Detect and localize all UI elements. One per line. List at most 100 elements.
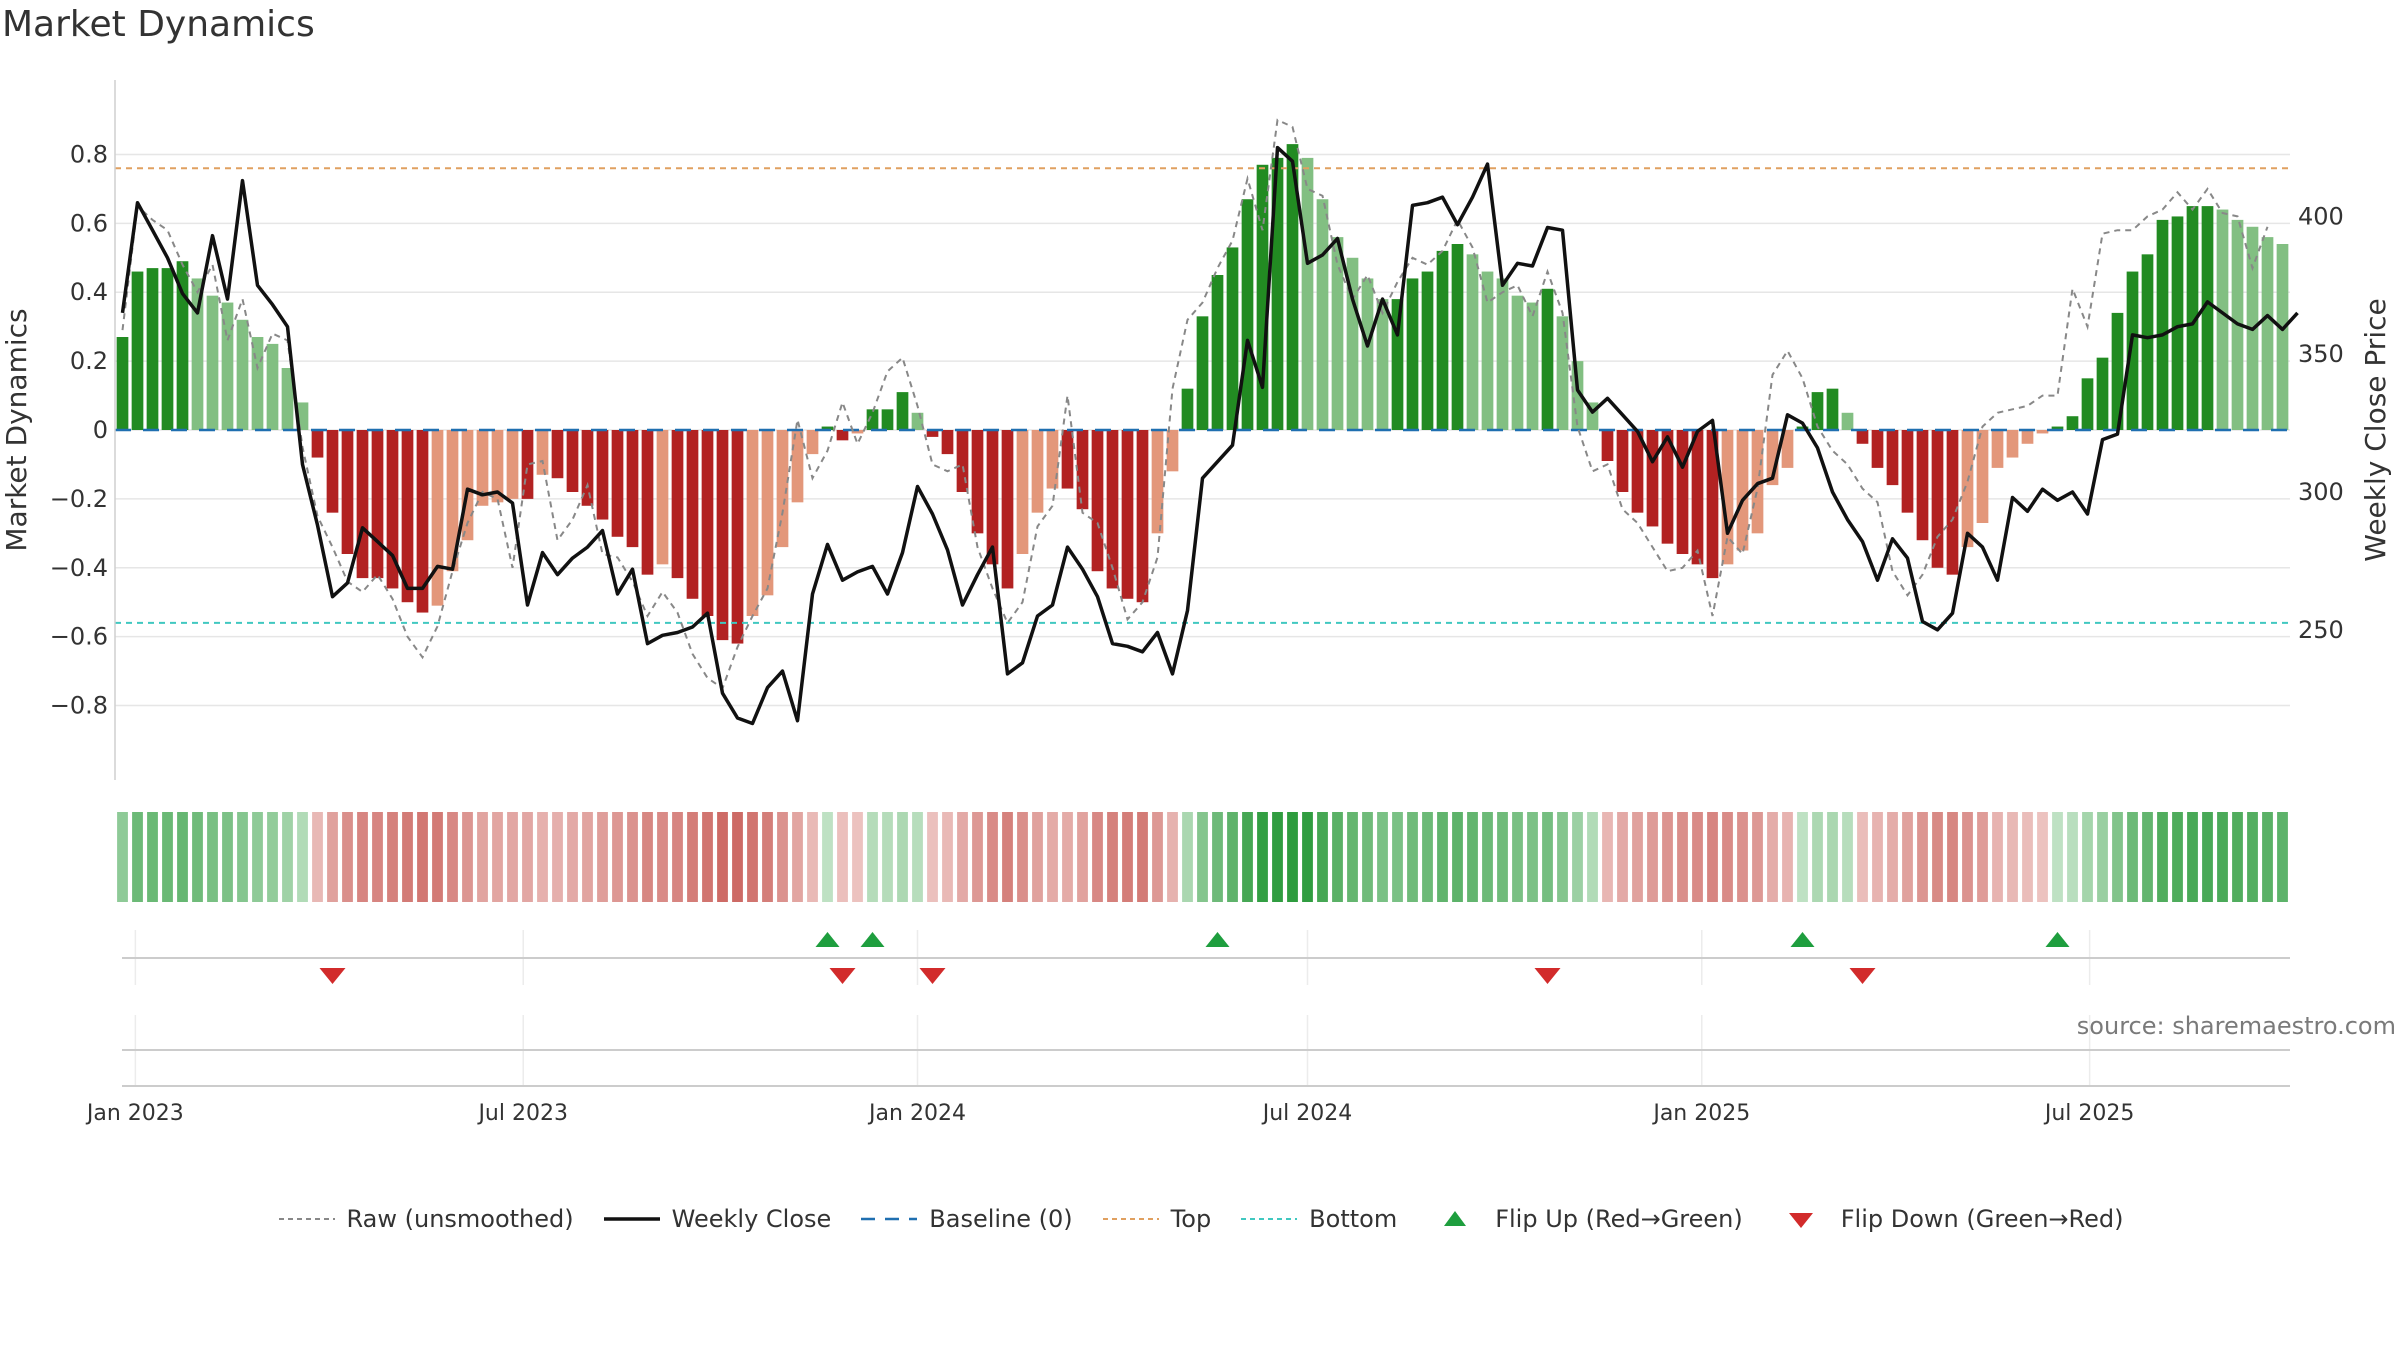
momentum-bar — [2261, 237, 2274, 430]
momentum-bar — [971, 430, 984, 534]
momentum-bar — [1046, 430, 1059, 489]
strip-cell — [1272, 812, 1283, 902]
momentum-bar — [1646, 430, 1659, 527]
momentum-bar — [371, 430, 384, 579]
momentum-bar — [446, 430, 459, 572]
bars-layer — [116, 144, 2289, 644]
strip-cell — [1017, 812, 1028, 902]
momentum-bar — [1466, 254, 1479, 430]
strip-cell — [327, 812, 338, 902]
legend-swatch — [1102, 1218, 1159, 1220]
momentum-bar — [1511, 295, 1524, 430]
strip-cell — [1602, 812, 1613, 902]
momentum-bar — [2051, 426, 2064, 430]
strip-cell — [1167, 812, 1178, 902]
momentum-bar — [1571, 361, 1584, 430]
momentum-bar — [701, 430, 714, 616]
strip-cell — [1962, 812, 1973, 902]
strip-cell — [1617, 812, 1628, 902]
momentum-bar — [1781, 430, 1794, 468]
momentum-bar — [1526, 302, 1539, 430]
momentum-bar — [1826, 388, 1839, 430]
momentum-bar — [2096, 357, 2109, 430]
momentum-bar — [1121, 430, 1134, 599]
momentum-bar — [521, 430, 534, 499]
strip-cell — [1542, 812, 1553, 902]
momentum-bar — [776, 430, 789, 548]
y-axis-label: Market Dynamics — [0, 308, 33, 551]
strip-cell — [1782, 812, 1793, 902]
momentum-bar — [1796, 426, 1809, 430]
strip-cell — [927, 812, 938, 902]
strip-cell — [2127, 812, 2138, 902]
source-label: source: sharemaestro.com — [2076, 1012, 2396, 1040]
strip-cell — [1377, 812, 1388, 902]
strip-cell — [852, 812, 863, 902]
flip-up-marker — [860, 932, 885, 947]
momentum-bar — [581, 430, 594, 506]
y-tick-label: −0.4 — [50, 554, 108, 582]
strip-cell — [1047, 812, 1058, 902]
strip-cell — [882, 812, 893, 902]
strip-cell — [147, 812, 158, 902]
momentum-bar — [746, 430, 759, 616]
momentum-bar — [1541, 288, 1554, 430]
momentum-bar — [2126, 271, 2139, 430]
strip-cell — [1947, 812, 1958, 902]
strip-cell — [2067, 812, 2078, 902]
strip-cell — [2187, 812, 2198, 902]
strip-cell — [477, 812, 488, 902]
strip-cell — [1797, 812, 1808, 902]
strip-cell — [1527, 812, 1538, 902]
strip-cell — [2277, 812, 2288, 902]
strip-cell — [1212, 812, 1223, 902]
strip-cell — [1857, 812, 1868, 902]
strip-cell — [2217, 812, 2228, 902]
strip-cell — [1107, 812, 1118, 902]
strip-cell — [2097, 812, 2108, 902]
strip-cell — [627, 812, 638, 902]
strip-cell — [987, 812, 998, 902]
momentum-bar — [1301, 157, 1314, 430]
strip-cell — [807, 812, 818, 902]
legend-item: Bottom — [1239, 1205, 1397, 1233]
strip-cell — [1917, 812, 1928, 902]
momentum-bar — [2201, 206, 2214, 430]
flip-down-marker — [1849, 968, 1876, 984]
momentum-bar — [461, 430, 474, 541]
momentum-bar — [1166, 430, 1179, 472]
momentum-bar — [956, 430, 969, 492]
strip-cell — [1287, 812, 1298, 902]
strip-cell — [912, 812, 923, 902]
momentum-bar — [2066, 416, 2079, 430]
momentum-bar — [1871, 430, 1884, 468]
y2-tick-label: 400 — [2298, 202, 2344, 230]
strip-cell — [702, 812, 713, 902]
momentum-bar — [2276, 244, 2289, 430]
momentum-bar — [1316, 199, 1329, 430]
strip-cell — [342, 812, 353, 902]
strip-cell — [1137, 812, 1148, 902]
color-strip — [117, 812, 2288, 902]
legend-label: Top — [1170, 1205, 1212, 1233]
strip-cell — [1062, 812, 1073, 902]
momentum-bar — [1586, 402, 1599, 430]
x-tick-label: Jan 2024 — [867, 1101, 966, 1126]
strip-cell — [1677, 812, 1688, 902]
strip-cell — [1812, 812, 1823, 902]
momentum-bar — [626, 430, 639, 548]
legend-swatch — [603, 1217, 660, 1221]
momentum-bar — [131, 271, 144, 430]
raw-line — [121, 118, 2269, 690]
momentum-bar — [1661, 430, 1674, 544]
strip-cell — [417, 812, 428, 902]
momentum-bar — [1346, 257, 1359, 430]
momentum-bar — [476, 430, 489, 506]
momentum-bar — [1886, 430, 1899, 486]
momentum-bar — [1061, 430, 1074, 489]
lines-layer — [115, 118, 2299, 726]
strip-cell — [1752, 812, 1763, 902]
strip-cell — [957, 812, 968, 902]
momentum-bar — [116, 337, 129, 430]
strip-cell — [717, 812, 728, 902]
